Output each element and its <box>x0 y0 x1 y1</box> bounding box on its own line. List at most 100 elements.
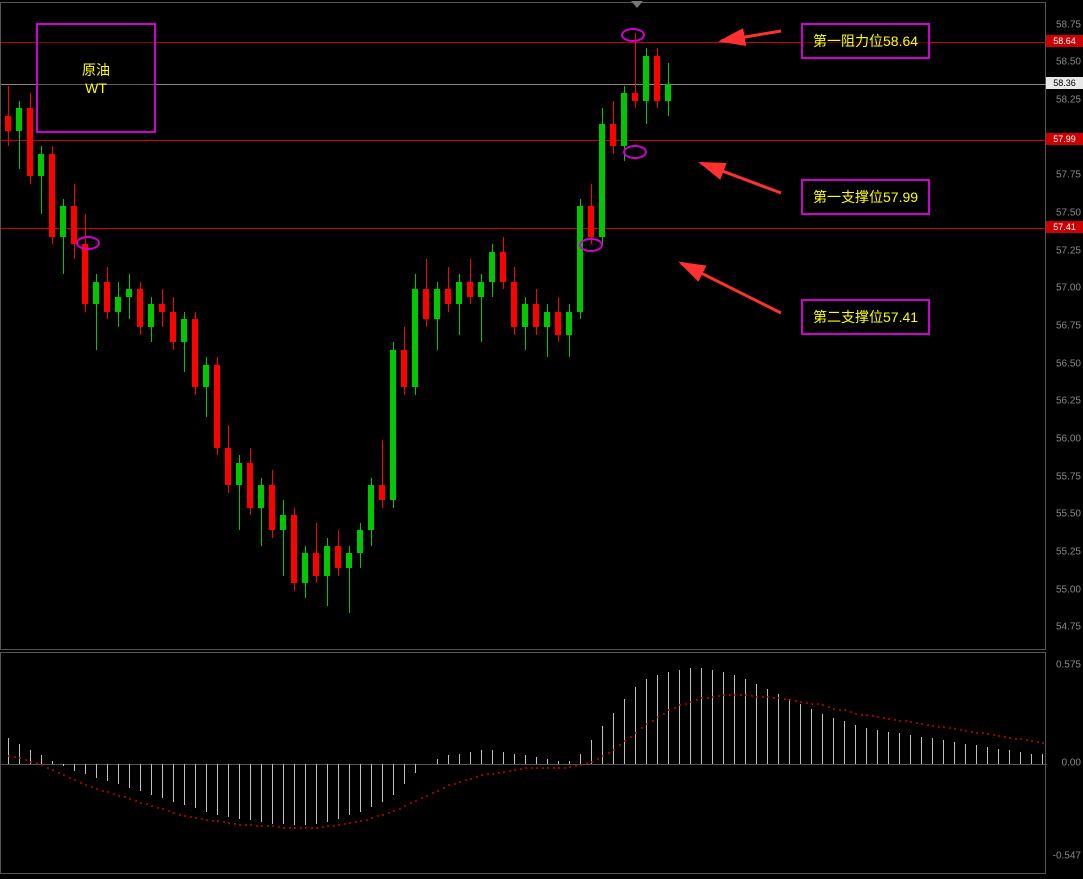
sub-y-tick: 0.00 <box>1062 758 1081 769</box>
macd-signal-dot <box>41 764 43 766</box>
macd-signal-dot <box>344 823 346 825</box>
macd-signal-dot <box>47 767 49 769</box>
macd-signal-dot <box>52 769 54 771</box>
macd-signal-dot <box>707 697 709 699</box>
macd-signal-dot <box>740 694 742 696</box>
macd-signal-dot <box>487 773 489 775</box>
macd-signal-dot <box>938 726 940 728</box>
macd-histogram-bar <box>921 737 922 764</box>
candle-body <box>467 282 473 297</box>
macd-signal-dot <box>432 792 434 794</box>
macd-histogram-bar <box>1009 750 1010 764</box>
macd-signal-dot <box>646 723 648 725</box>
macd-signal-dot <box>613 749 615 751</box>
y-tick: 58.75 <box>1056 19 1081 30</box>
macd-histogram-bar <box>888 732 889 764</box>
macd-signal-dot <box>976 732 978 734</box>
macd-signal-dot <box>1009 737 1011 739</box>
macd-signal-dot <box>465 779 467 781</box>
macd-signal-dot <box>327 825 329 827</box>
price-flag: 57.41 <box>1046 221 1083 233</box>
macd-histogram-bar <box>41 755 42 764</box>
macd-signal-dot <box>564 767 566 769</box>
macd-signal-dot <box>217 820 219 822</box>
macd-signal-dot <box>300 827 302 829</box>
candle-body <box>49 154 55 237</box>
macd-signal-dot <box>696 699 698 701</box>
macd-histogram-bar <box>63 764 64 766</box>
candle-body <box>280 515 286 530</box>
macd-histogram-bar <box>228 764 229 817</box>
macd-signal-dot <box>19 757 21 759</box>
macd-signal-dot <box>91 786 93 788</box>
circle-marker-2 <box>579 238 603 252</box>
macd-signal-dot <box>470 778 472 780</box>
candle-body <box>313 553 319 576</box>
macd-histogram-bar <box>745 679 746 764</box>
macd-signal-dot <box>426 795 428 797</box>
macd-signal-dot <box>971 731 973 733</box>
macd-signal-dot <box>278 826 280 828</box>
macd-histogram-bar <box>624 699 625 764</box>
macd-signal-dot <box>822 704 824 706</box>
macd-signal-dot <box>69 777 71 779</box>
macd-signal-dot <box>366 819 368 821</box>
candle-body <box>27 108 33 176</box>
macd-histogram-bar <box>239 764 240 819</box>
macd-signal-dot <box>624 740 626 742</box>
macd-signal-dot <box>393 810 395 812</box>
macd-histogram-bar <box>514 754 515 764</box>
y-tick: 58.25 <box>1056 94 1081 105</box>
macd-histogram-bar <box>338 764 339 819</box>
sub-y-tick: -0.547 <box>1053 851 1081 862</box>
macd-histogram-bar <box>734 675 735 764</box>
macd-histogram-bar <box>371 764 372 807</box>
macd-signal-dot <box>674 707 676 709</box>
macd-signal-dot <box>256 825 258 827</box>
candle-body <box>456 282 462 305</box>
macd-signal-dot <box>520 768 522 770</box>
macd-signal-dot <box>828 706 830 708</box>
candle-body <box>511 282 517 327</box>
macd-histogram-bar <box>85 764 86 774</box>
candle-body <box>390 350 396 501</box>
candle-body <box>214 365 220 448</box>
macd-signal-dot <box>514 769 516 771</box>
macd-histogram-bar <box>679 670 680 764</box>
macd-signal-dot <box>872 715 874 717</box>
macd-signal-dot <box>454 783 456 785</box>
macd-signal-dot <box>734 694 736 696</box>
macd-signal-dot <box>597 758 599 760</box>
macd-signal-dot <box>1042 742 1044 744</box>
macd-signal-dot <box>179 814 181 816</box>
macd-signal-dot <box>1026 739 1028 741</box>
macd-signal-dot <box>388 812 390 814</box>
macd-histogram-bar <box>151 764 152 795</box>
macd-signal-dot <box>833 708 835 710</box>
macd-signal-dot <box>173 812 175 814</box>
macd-sub-chart[interactable] <box>0 652 1046 874</box>
macd-signal-dot <box>795 700 797 702</box>
macd-signal-dot <box>993 734 995 736</box>
main-price-chart[interactable]: 原油WT第一阻力位58.64第一支撑位57.99第二支撑位57.41 <box>0 2 1046 650</box>
macd-signal-dot <box>608 752 610 754</box>
candle-body <box>291 515 297 583</box>
macd-histogram-bar <box>283 764 284 824</box>
macd-signal-dot <box>916 722 918 724</box>
candle-body <box>71 206 77 244</box>
candle-body <box>544 312 550 327</box>
macd-signal-dot <box>201 818 203 820</box>
macd-signal-dot <box>459 781 461 783</box>
macd-histogram-bar <box>415 764 416 773</box>
annotation-box-1: 第一支撑位57.99 <box>801 179 930 215</box>
macd-histogram-bar <box>789 699 790 764</box>
y-tick: 57.75 <box>1056 170 1081 181</box>
macd-histogram-bar <box>547 759 548 764</box>
macd-signal-dot <box>492 773 494 775</box>
macd-signal-dot <box>1020 738 1022 740</box>
macd-histogram-bar <box>107 764 108 781</box>
macd-histogram-bar <box>492 750 493 764</box>
macd-signal-dot <box>107 791 109 793</box>
price-flag: 57.99 <box>1046 133 1083 145</box>
macd-signal-dot <box>58 772 60 774</box>
